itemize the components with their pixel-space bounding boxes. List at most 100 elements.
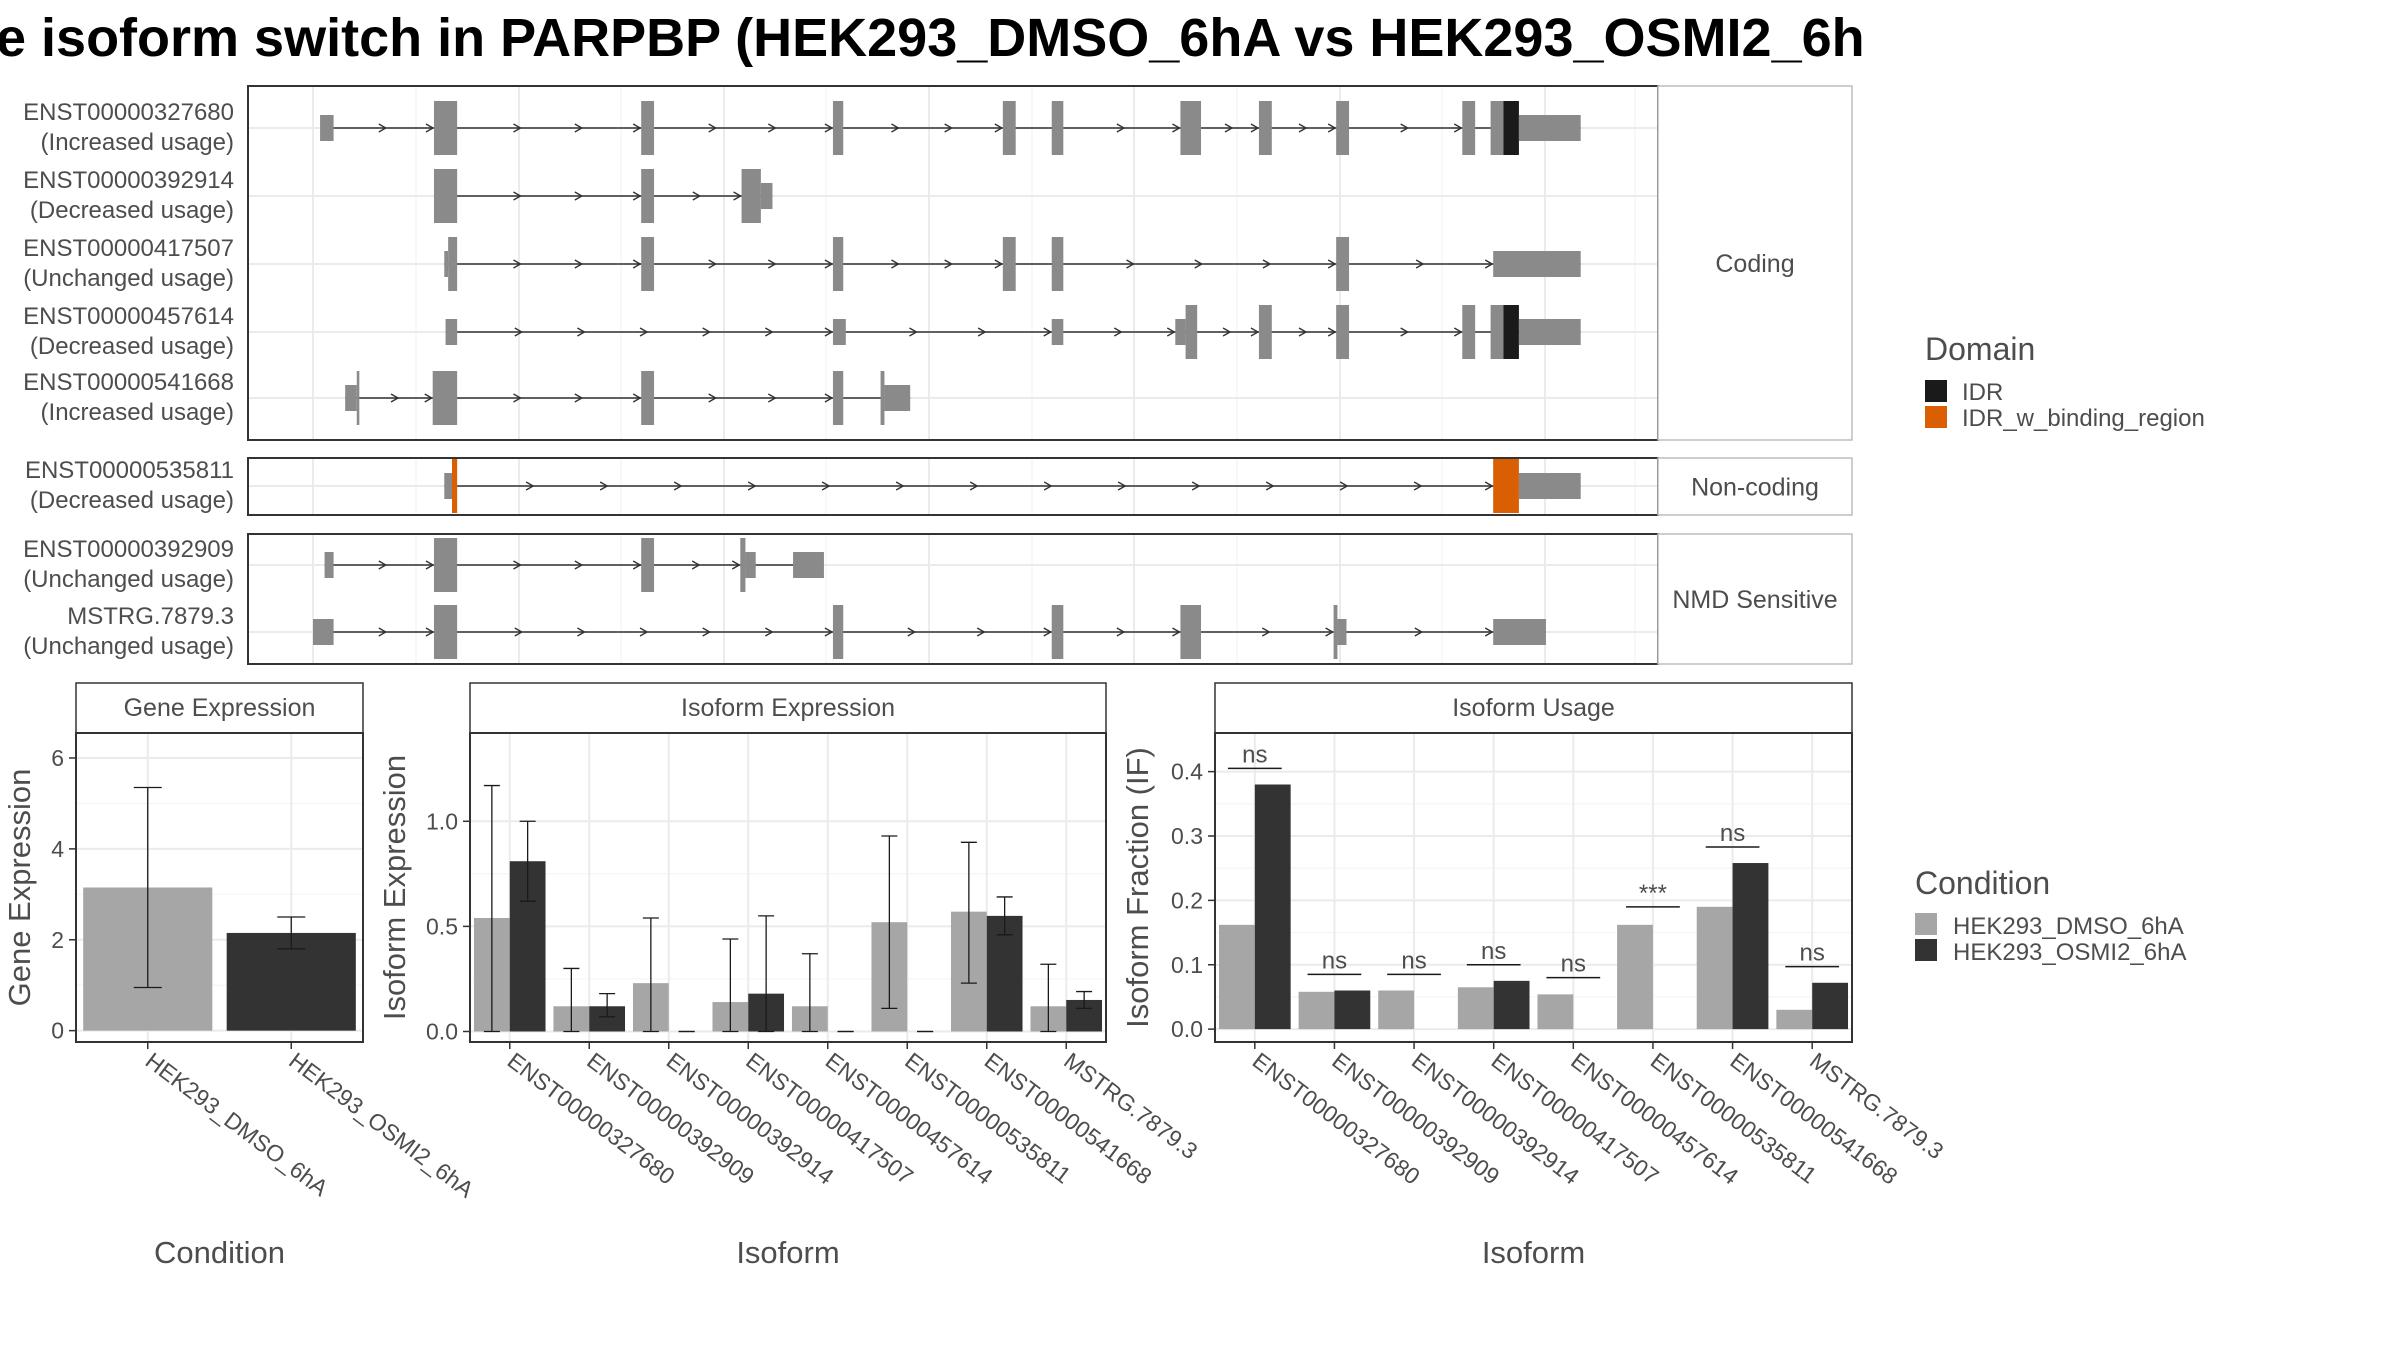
utr-exon [444, 473, 452, 499]
intron-arrow [767, 123, 777, 133]
utr-exon [745, 552, 756, 578]
y-tick-label: 0.3 [1171, 823, 1203, 849]
panel-title: Gene Expression [124, 694, 316, 722]
bar-HEK293_OSMI2_6hA [1254, 784, 1291, 1030]
intron-arrow [378, 123, 388, 133]
intron-arrow [514, 627, 524, 637]
intron-arrow [639, 327, 649, 337]
coding-exon [1051, 237, 1064, 291]
utr-exon [445, 319, 458, 345]
transcript-usage-label: (Decreased usage) [30, 333, 234, 360]
facet-strip [1657, 533, 1853, 665]
transcript-id-label: MSTRG.7879.3 [67, 603, 234, 630]
intron-arrow [708, 123, 718, 133]
coding-exon [433, 538, 458, 592]
intron-arrow [1484, 627, 1494, 637]
intron-arrow [1224, 123, 1234, 133]
intron-arrow [1116, 627, 1126, 637]
intron-arrow [513, 560, 522, 570]
utr-exon [1493, 619, 1546, 645]
coding-exon [832, 605, 844, 659]
panel-title: Isoform Expression [681, 694, 895, 722]
transcript-id-label: ENST00000392914 [23, 167, 234, 194]
intron-arrow [1113, 327, 1123, 337]
x-axis-title: Condition [154, 1235, 285, 1270]
condition-legend-key [1915, 939, 1937, 961]
y-axis-title: Gene Expression [2, 769, 37, 1007]
intron-arrow [425, 560, 435, 570]
coding-exon [641, 237, 655, 291]
significance-label: ns [1242, 741, 1267, 768]
bar-HEK293_OSMI2_6hA [1334, 990, 1371, 1030]
bar-HEK293_DMSO_6hA [1298, 991, 1335, 1030]
intron-arrow [708, 393, 718, 403]
intron-arrow [632, 560, 642, 570]
transcript-usage-label: (Increased usage) [41, 129, 234, 156]
intron-arrow [577, 327, 586, 337]
intron-arrow [891, 259, 900, 269]
y-tick-label: 0.4 [1171, 759, 1203, 785]
intron-arrow [574, 259, 584, 269]
transcript-usage-label: (Increased usage) [41, 399, 234, 426]
intron-arrow [1325, 627, 1335, 637]
intron-arrow [513, 191, 522, 201]
transcript-usage-label: (Unchanged usage) [23, 566, 234, 593]
intron-arrow [824, 123, 834, 133]
transcript-id-label: ENST00000457614 [23, 303, 234, 330]
idr-domain [1503, 305, 1519, 359]
bar-HEK293_DMSO_6hA [1218, 924, 1255, 1030]
y-tick-label: 0.0 [1171, 1016, 1203, 1042]
intron-arrow [673, 481, 683, 491]
coding-exon [832, 371, 844, 425]
intron-arrow [977, 327, 987, 337]
bar-HEK293_DMSO_6hA [1378, 990, 1415, 1030]
transcript-MSTRG.7879.3 [313, 605, 1546, 659]
intron-arrow [1043, 481, 1053, 491]
intron-arrow [1172, 123, 1181, 133]
y-axis-title: Isoform Expression [377, 755, 412, 1020]
intron-arrow [767, 393, 777, 403]
significance-label: ns [1561, 951, 1586, 978]
bar-HEK293_OSMI2_6hA [1732, 863, 1769, 1030]
intron-arrow [1413, 481, 1423, 491]
utr-exon [1518, 473, 1581, 499]
bar-HEK293_DMSO_6hA [1776, 1009, 1813, 1030]
intron-arrow [378, 627, 388, 637]
utr-exon [320, 115, 334, 141]
bar-HEK293_OSMI2_6hA [1812, 982, 1849, 1030]
intron-arrow [994, 259, 1004, 269]
intron-arrow [1262, 259, 1272, 269]
domain-legend-title: Domain [1925, 331, 2035, 367]
condition-legend-key [1915, 913, 1937, 935]
panel-title: Isoform Usage [1452, 694, 1615, 722]
intron-arrow [691, 560, 701, 570]
intron-arrow [821, 481, 831, 491]
idr-binding-domain [451, 459, 458, 513]
intron-arrow [1172, 627, 1181, 637]
utr-exon [1175, 319, 1186, 345]
intron-arrow [824, 627, 834, 637]
plot-border [469, 732, 1107, 1043]
coding-exon [1051, 101, 1064, 155]
coding-exon [1258, 305, 1272, 359]
coding-exon [1180, 101, 1202, 155]
intron-arrow [1261, 627, 1271, 637]
x-axis-title: Isoform [736, 1235, 839, 1270]
coding-exon [1258, 101, 1272, 155]
intron-arrow [1453, 327, 1463, 337]
isoform-usage-chart: Isoform Usage ns ns ns ns ns *** ns ns 0.0 0.1 0.2 0… [1120, 682, 1948, 1270]
intron-arrow [764, 327, 774, 337]
bar-HEK293_DMSO_6hA [1696, 906, 1733, 1030]
coding-exon [1462, 305, 1476, 359]
transcript-usage-label: (Decreased usage) [30, 487, 234, 514]
intron-arrow [1191, 481, 1201, 491]
coding-exon [448, 237, 458, 291]
y-tick-label: 4 [51, 836, 64, 862]
coding-exon [832, 237, 844, 291]
transcript-ENST00000392909 [324, 538, 824, 592]
utr-exon [444, 251, 449, 277]
bar-HEK293_DMSO_6hA [1457, 987, 1494, 1030]
intron-arrow [692, 191, 702, 201]
y-tick-label: 0 [51, 1018, 64, 1044]
